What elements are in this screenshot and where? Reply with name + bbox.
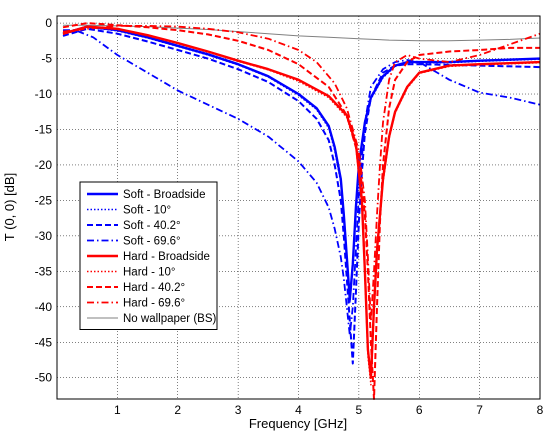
series-line [63,29,541,337]
series-line [62,25,541,322]
series-lines [62,22,541,400]
legend-label: Hard - Broadside [123,251,210,263]
tick-labels: 1 2 3 4 5 6 7 8 0 -5 -10 -15 -20 -25 -30 -35 -40 -45 -50 [35,16,544,417]
x-tick-label: 1 [114,403,121,417]
y-tick-label: -5 [41,52,52,66]
y-tick-label: -25 [35,193,53,207]
legend-label: Soft - 10° [123,205,171,217]
x-tick-label: 4 [295,403,302,417]
x-tick-label: 5 [356,403,363,417]
y-tick-label: -50 [35,371,53,385]
plot-frame [56,15,541,400]
y-tick-label: -30 [35,229,53,243]
x-tick-label: 8 [537,403,544,417]
series-line [62,26,541,304]
legend-label: Hard - 69.6° [123,298,185,310]
legend-label: Hard - 10° [123,267,176,279]
x-tick-label: 7 [476,403,483,417]
series-line [62,25,541,379]
y-tick-label: -15 [35,122,53,136]
x-tick-label: 2 [174,403,181,417]
y-tick-label: -10 [35,87,53,101]
y-tick-label: -45 [35,335,53,349]
x-tick-label: 3 [235,403,242,417]
legend-label: Soft - Broadside [123,189,205,201]
y-tick-label: -20 [35,158,53,172]
y-tick-label: 0 [45,16,52,30]
x-axis-label: Frequency [GHz] [249,416,347,431]
y-axis-label: T (0, 0) [dB] [2,173,17,241]
y-tick-label: -35 [35,264,53,278]
x-tick-label: 6 [416,403,423,417]
legend-label: Soft - 40.2° [123,220,181,232]
legend-label: No wallpaper (BS) [123,313,216,325]
series-line [62,27,541,365]
y-tick-label: -40 [35,300,53,314]
legend: Soft - Broadside Soft - 10° Soft - 40.2° So… [79,181,218,330]
legend-label: Soft - 69.6° [123,236,181,248]
legend-label: Hard - 40.2° [123,282,185,294]
